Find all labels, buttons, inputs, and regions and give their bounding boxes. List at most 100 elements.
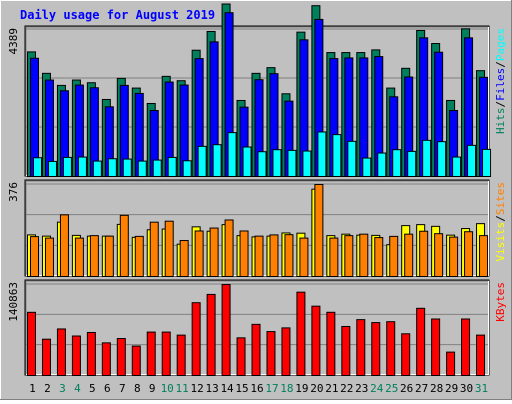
bar-kbytes-day-27 — [416, 307, 426, 376]
bar-kbytes-day-28 — [431, 318, 441, 377]
bar-kbytes-day-7 — [116, 338, 126, 376]
bar-kbytes-day-24 — [371, 322, 381, 377]
bar-sites-day-14 — [224, 219, 234, 278]
bar-sites-day-31 — [479, 235, 489, 277]
bar-pages-day-2 — [47, 160, 57, 177]
bar-sites-day-29 — [449, 236, 459, 277]
bar-kbytes-day-26 — [401, 333, 411, 377]
x-tick-label-day-19: 19 — [295, 382, 308, 395]
x-tick-label-day-30: 30 — [460, 382, 473, 395]
legend-part: / — [494, 61, 507, 68]
x-tick-label-day-3: 3 — [59, 382, 66, 395]
x-tick-label-day-23: 23 — [355, 382, 368, 395]
bar-pages-day-29 — [452, 156, 462, 177]
bar-sites-day-30 — [464, 231, 474, 277]
bar-kbytes-day-11 — [176, 334, 186, 377]
x-tick-label-day-16: 16 — [250, 382, 263, 395]
bar-sites-day-16 — [254, 235, 264, 277]
bar-kbytes-day-25 — [386, 321, 396, 377]
bar-pages-day-3 — [62, 156, 72, 177]
bar-kbytes-day-18 — [281, 327, 291, 376]
bar-pages-day-25 — [392, 149, 402, 177]
bar-kbytes-day-21 — [326, 311, 336, 377]
series-pages — [33, 131, 492, 178]
series-sites — [30, 184, 489, 278]
bar-pages-day-13 — [212, 144, 222, 178]
bar-pages-day-7 — [122, 158, 132, 177]
bar-sites-day-24 — [374, 237, 384, 278]
bar-pages-day-12 — [197, 145, 207, 178]
x-tick-label-day-2: 2 — [44, 382, 51, 395]
legend-part: KBytes — [494, 282, 507, 322]
bar-sites-day-15 — [239, 230, 249, 278]
x-tick-label-day-5: 5 — [89, 382, 96, 395]
legend-part: / — [494, 215, 507, 222]
bar-kbytes-day-16 — [251, 323, 261, 377]
bar-pages-day-5 — [92, 160, 102, 178]
y-max-label: 140863 — [7, 282, 20, 322]
bar-kbytes-day-14 — [221, 284, 231, 377]
x-tick-label-day-18: 18 — [280, 382, 293, 395]
bar-sites-day-13 — [209, 227, 219, 277]
bar-pages-day-15 — [242, 146, 252, 178]
series-kbytes — [27, 284, 486, 377]
bar-sites-day-22 — [344, 235, 354, 277]
x-tick-label-day-20: 20 — [310, 382, 323, 395]
y-max-label: 376 — [7, 182, 20, 202]
bar-kbytes-day-5 — [86, 331, 96, 376]
bar-kbytes-day-6 — [101, 342, 111, 376]
panel-hits-files-pages: 4389 Hits/Files/Pages — [7, 3, 507, 178]
series-legend-label: Visits/Sites — [494, 182, 507, 262]
x-tick-label-day-31: 31 — [475, 382, 488, 395]
bar-kbytes-day-20 — [311, 305, 321, 376]
x-tick-label-day-8: 8 — [134, 382, 141, 395]
bar-pages-day-8 — [137, 160, 147, 178]
x-tick-label-day-17: 17 — [265, 382, 278, 395]
x-tick-label-day-13: 13 — [205, 382, 218, 395]
series-legend-label: Hits/Files/Pages — [494, 28, 507, 134]
x-tick-label-day-22: 22 — [340, 382, 353, 395]
legend-part: Files — [494, 68, 507, 101]
bar-pages-day-24 — [377, 152, 387, 177]
y-max-label: 4389 — [7, 28, 20, 55]
bar-sites-day-25 — [389, 235, 399, 278]
bar-kbytes-day-19 — [296, 291, 306, 376]
x-tick-label-day-29: 29 — [445, 382, 458, 395]
bar-sites-day-6 — [104, 235, 114, 277]
bar-pages-day-18 — [287, 149, 297, 177]
x-tick-label-day-6: 6 — [104, 382, 111, 395]
bar-pages-day-1 — [33, 157, 42, 177]
bar-sites-day-10 — [164, 220, 174, 278]
bar-kbytes-day-3 — [56, 328, 66, 377]
bar-kbytes-day-23 — [356, 319, 366, 376]
x-tick-label-day-21: 21 — [325, 382, 338, 395]
bar-kbytes-day-4 — [71, 335, 81, 376]
bar-pages-day-11 — [182, 160, 192, 178]
bar-kbytes-day-12 — [191, 302, 201, 376]
legend-part: Sites — [494, 182, 507, 215]
series-files — [30, 12, 489, 178]
bar-sites-day-4 — [74, 237, 84, 278]
bar-sites-day-9 — [149, 221, 159, 277]
bar-sites-day-26 — [404, 233, 414, 277]
bar-sites-day-8 — [134, 235, 144, 278]
bar-pages-day-17 — [272, 149, 282, 177]
x-tick-label-day-4: 4 — [74, 382, 81, 395]
bar-sites-day-12 — [194, 230, 204, 278]
bar-kbytes-day-17 — [266, 331, 276, 377]
bar-sites-day-23 — [359, 233, 369, 277]
x-tick-label-day-1: 1 — [29, 382, 36, 395]
bar-sites-day-2 — [44, 237, 54, 278]
x-tick-label-day-11: 11 — [176, 382, 189, 395]
bar-sites-day-1 — [30, 236, 39, 277]
bar-pages-day-16 — [257, 151, 267, 178]
bar-kbytes-day-1 — [27, 311, 36, 376]
bar-kbytes-day-30 — [461, 318, 471, 377]
bar-sites-day-18 — [284, 234, 294, 278]
bar-sites-day-11 — [179, 240, 189, 278]
bar-pages-day-21 — [332, 134, 342, 177]
bar-sites-day-19 — [299, 237, 309, 278]
bar-pages-day-31 — [482, 148, 492, 178]
panel-visits-sites: 376 Visits/Sites — [7, 179, 507, 278]
